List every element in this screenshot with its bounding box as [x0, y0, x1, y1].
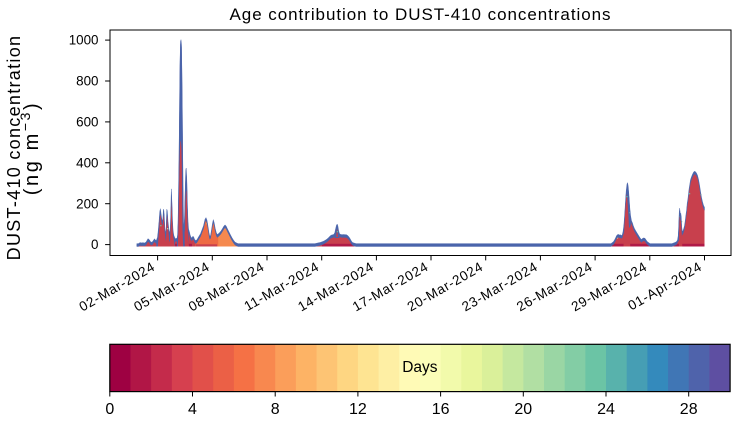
svg-text:Days: Days	[402, 359, 438, 376]
svg-text:24: 24	[597, 401, 615, 418]
svg-text:12: 12	[349, 401, 367, 418]
svg-text:1000: 1000	[69, 33, 99, 48]
svg-text:Age contribution to DUST-410 c: Age contribution to DUST-410 concentrati…	[230, 5, 612, 24]
svg-text:0: 0	[91, 237, 98, 252]
svg-text:200: 200	[76, 196, 98, 211]
svg-text:8: 8	[271, 401, 280, 418]
svg-text:0: 0	[105, 401, 114, 418]
svg-text:600: 600	[76, 115, 98, 130]
svg-text:20: 20	[514, 401, 532, 418]
svg-text:16: 16	[432, 401, 450, 418]
svg-text:4: 4	[188, 401, 197, 418]
svg-text:400: 400	[76, 155, 98, 170]
svg-text:800: 800	[76, 74, 98, 89]
svg-text:DUST-410 concentration: DUST-410 concentration	[4, 35, 24, 261]
svg-text:28: 28	[680, 401, 698, 418]
